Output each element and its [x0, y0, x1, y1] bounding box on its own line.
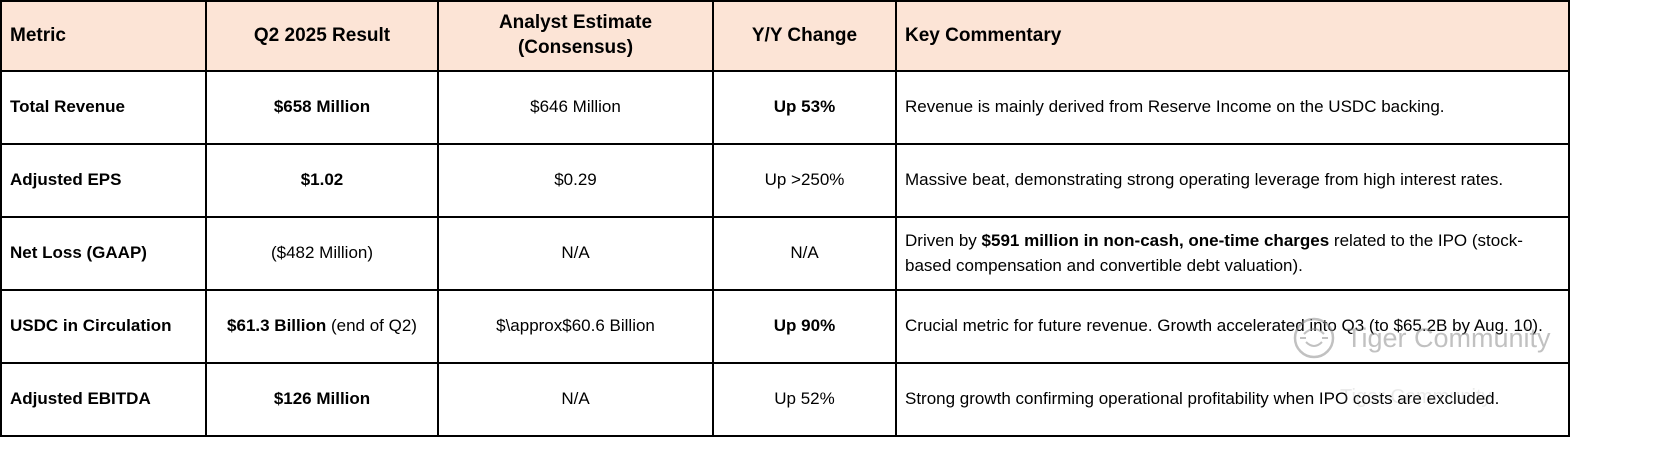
- table-row: Adjusted EBITDA $126 Million N/A Up 52% Stro…: [0, 362, 1570, 437]
- cell-commentary: Strong growth confirming operational pro…: [895, 362, 1570, 437]
- table-body: Total Revenue $658 Million $646 Million Up …: [0, 70, 1570, 437]
- cell-result: $61.3 Billion (end of Q2): [205, 289, 439, 364]
- column-header-estimate: Analyst Estimate (Consensus): [437, 0, 714, 72]
- cell-text: Driven by: [905, 230, 982, 250]
- cell-estimate: N/A: [437, 216, 714, 291]
- cell-text: $61.3 Billion: [227, 316, 327, 336]
- cell-change: Up 90%: [712, 289, 897, 364]
- cell-change: Up 53%: [712, 70, 897, 145]
- cell-text: Net Loss (GAAP): [10, 243, 147, 263]
- cell-text: Massive beat, demonstrating strong opera…: [905, 170, 1504, 190]
- cell-text: ($482 Million): [270, 243, 374, 263]
- cell-text: $591 million in non-cash, one-time charg…: [981, 230, 1330, 250]
- cell-metric: Adjusted EPS: [0, 143, 207, 218]
- cell-estimate: N/A: [437, 362, 714, 437]
- cell-commentary: Massive beat, demonstrating strong opera…: [895, 143, 1570, 218]
- cell-text: Crucial metric for future revenue. Growt…: [905, 316, 1543, 336]
- cell-text: $\approx$60.6 Billion: [496, 316, 655, 336]
- cell-commentary: Revenue is mainly derived from Reserve I…: [895, 70, 1570, 145]
- cell-text: USDC in Circulation: [10, 316, 172, 336]
- cell-text: N/A: [561, 389, 590, 409]
- cell-text: Up 90%: [773, 316, 836, 336]
- cell-text: N/A: [561, 243, 590, 263]
- cell-metric: Adjusted EBITDA: [0, 362, 207, 437]
- column-header-metric: Metric: [0, 0, 207, 72]
- cell-metric: Net Loss (GAAP): [0, 216, 207, 291]
- cell-result: $1.02: [205, 143, 439, 218]
- cell-estimate: $646 Million: [437, 70, 714, 145]
- cell-text: Up >250%: [764, 170, 845, 190]
- cell-text: Up 52%: [774, 389, 835, 409]
- cell-text: (end of Q2): [326, 316, 417, 336]
- cell-result: $126 Million: [205, 362, 439, 437]
- cell-text: $646 Million: [530, 97, 621, 117]
- cell-text: Revenue is mainly derived from Reserve I…: [905, 97, 1445, 117]
- cell-change: N/A: [712, 216, 897, 291]
- column-header-change: Y/Y Change: [712, 0, 897, 72]
- cell-estimate: $0.29: [437, 143, 714, 218]
- table-row: Total Revenue $658 Million $646 Million Up …: [0, 70, 1570, 145]
- cell-text: Adjusted EBITDA: [10, 389, 151, 409]
- column-header-result: Q2 2025 Result: [205, 0, 439, 72]
- cell-text: Up 53%: [773, 97, 836, 117]
- cell-text: Strong growth confirming operational pro…: [905, 389, 1500, 409]
- cell-change: Up >250%: [712, 143, 897, 218]
- table-header: Metric Q2 2025 Result Analyst Estimate (…: [0, 0, 1570, 72]
- cell-text: N/A: [790, 243, 819, 263]
- header-row: Metric Q2 2025 Result Analyst Estimate (…: [0, 0, 1570, 72]
- cell-change: Up 52%: [712, 362, 897, 437]
- cell-text: Total Revenue: [10, 97, 125, 117]
- cell-text: Adjusted EPS: [10, 170, 122, 190]
- earnings-table: Metric Q2 2025 Result Analyst Estimate (…: [0, 0, 1570, 437]
- table-row: Adjusted EPS $1.02 $0.29 Up >250% Massive be…: [0, 143, 1570, 218]
- cell-metric: USDC in Circulation: [0, 289, 207, 364]
- cell-commentary: Driven by $591 million in non-cash, one-…: [895, 216, 1570, 291]
- cell-text: $658 Million: [273, 97, 371, 117]
- cell-estimate: $\approx$60.6 Billion: [437, 289, 714, 364]
- cell-text: $0.29: [554, 170, 597, 190]
- cell-text: $1.02: [300, 170, 344, 190]
- cell-text: related to the IPO (stock-based compensa…: [905, 230, 1523, 275]
- cell-result: ($482 Million): [205, 216, 439, 291]
- column-header-commentary: Key Commentary: [895, 0, 1570, 72]
- table-row: Net Loss (GAAP) ($482 Million) N/A N/A Drive…: [0, 216, 1570, 291]
- cell-text: $126 Million: [273, 389, 371, 409]
- cell-result: $658 Million: [205, 70, 439, 145]
- cell-metric: Total Revenue: [0, 70, 207, 145]
- cell-commentary: Crucial metric for future revenue. Growt…: [895, 289, 1570, 364]
- table-row: USDC in Circulation $61.3 Billion (end of…: [0, 289, 1570, 364]
